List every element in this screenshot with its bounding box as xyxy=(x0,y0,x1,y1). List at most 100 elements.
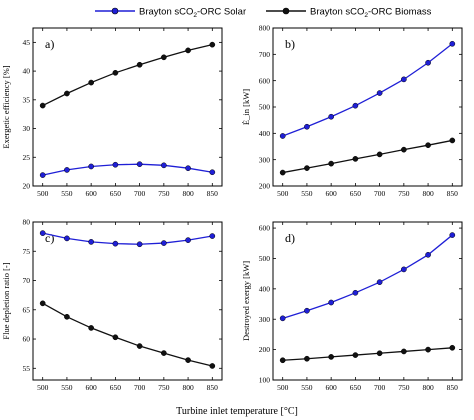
y-tick-label: 800 xyxy=(259,24,271,33)
legend-solar-label: Brayton sCO2-ORC Solar xyxy=(139,7,246,20)
data-point-biomass xyxy=(425,142,431,149)
data-point-biomass xyxy=(279,357,286,364)
y-axis-label: Flue depletion ratio [-] xyxy=(1,262,11,339)
x-tick-label: 550 xyxy=(301,189,313,198)
y-tick-label: 20 xyxy=(23,182,31,191)
data-point-solar xyxy=(185,165,191,172)
data-point-biomass xyxy=(209,41,216,48)
y-axis-label: Destroyed exergy [kW] xyxy=(241,261,251,341)
data-point-solar xyxy=(376,90,383,96)
y-tick-label: 60 xyxy=(23,335,31,344)
data-point-solar xyxy=(304,123,310,130)
data-point-solar xyxy=(425,251,431,258)
x-tick-label: 600 xyxy=(86,383,98,392)
data-point-biomass xyxy=(88,325,95,331)
y-tick-label: 700 xyxy=(259,50,271,59)
y-tick-label: 55 xyxy=(23,364,31,373)
x-tick-label: 750 xyxy=(398,189,410,198)
data-point-biomass xyxy=(160,54,167,61)
data-point-solar xyxy=(449,40,456,47)
data-point-biomass xyxy=(185,47,191,54)
data-point-solar xyxy=(279,133,286,139)
data-point-biomass xyxy=(209,363,216,369)
y-tick-label: 30 xyxy=(23,124,31,133)
data-point-biomass xyxy=(39,300,46,307)
y-tick-label: 40 xyxy=(23,67,31,76)
x-tick-label: 650 xyxy=(110,383,122,392)
data-point-solar xyxy=(352,289,359,296)
data-point-solar xyxy=(328,299,335,306)
data-point-solar xyxy=(425,59,431,66)
x-tick-label: 650 xyxy=(350,383,362,392)
y-tick-label: 70 xyxy=(23,276,31,285)
x-tick-label: 650 xyxy=(350,189,362,198)
data-point-solar xyxy=(328,113,335,120)
data-point-biomass xyxy=(304,165,310,171)
y-tick-label: 500 xyxy=(259,254,271,263)
y-tick-label: 500 xyxy=(259,103,271,112)
y-tick-label: 75 xyxy=(23,247,31,256)
x-tick-label: 800 xyxy=(422,383,434,392)
data-point-biomass xyxy=(39,102,46,109)
data-point-solar xyxy=(352,102,359,109)
panel-1: 500 550 600 650 700 750 800 850 20 25 30 35 40 45 a) Ex… xyxy=(1,27,223,198)
data-point-biomass xyxy=(376,350,383,357)
panel-letter: d) xyxy=(285,231,295,245)
x-tick-label: 800 xyxy=(182,383,194,392)
x-tick-label: 550 xyxy=(61,189,73,198)
y-tick-label: 200 xyxy=(259,182,271,191)
data-point-solar xyxy=(112,240,119,247)
series-line-solar xyxy=(42,232,213,245)
data-point-biomass xyxy=(328,160,335,167)
y-tick-label: 25 xyxy=(23,153,31,162)
x-tick-label: 850 xyxy=(207,189,219,198)
panel-letter: a) xyxy=(45,37,54,51)
data-point-solar xyxy=(279,315,286,322)
plot-frame xyxy=(272,27,463,187)
legend-biomass-label: Brayton sCO2-ORC Biomass xyxy=(310,7,432,20)
data-point-biomass xyxy=(352,156,359,162)
data-point-solar xyxy=(304,307,310,314)
series-line-biomass xyxy=(282,347,453,361)
x-tick-label: 600 xyxy=(326,383,338,392)
series-line-solar xyxy=(282,43,453,137)
x-tick-label: 850 xyxy=(447,383,459,392)
panel-letter: c) xyxy=(45,231,54,245)
data-point-solar xyxy=(64,167,70,173)
x-tick-label: 700 xyxy=(134,383,146,392)
x-tick-label: 750 xyxy=(398,383,410,392)
x-tick-label: 700 xyxy=(374,189,386,198)
x-tick-label: 550 xyxy=(301,383,313,392)
y-tick-label: 200 xyxy=(259,345,271,354)
legend-solar-marker xyxy=(111,7,119,15)
data-point-biomass xyxy=(400,348,407,355)
data-point-biomass xyxy=(400,146,407,153)
data-point-solar xyxy=(400,76,407,83)
data-point-solar xyxy=(185,237,191,243)
x-tick-label: 500 xyxy=(277,189,289,198)
series-line-biomass xyxy=(42,302,213,367)
y-tick-label: 80 xyxy=(23,218,31,227)
x-tick-label: 750 xyxy=(158,189,170,198)
data-point-solar xyxy=(112,161,119,168)
x-tick-label: 550 xyxy=(61,383,73,392)
x-axis-label: Turbine inlet temperature [°C] xyxy=(176,406,298,417)
data-point-solar xyxy=(160,240,167,246)
data-point-solar xyxy=(88,163,95,170)
data-point-biomass xyxy=(449,344,456,351)
data-point-biomass xyxy=(112,69,119,76)
data-point-biomass xyxy=(185,357,191,363)
data-point-solar xyxy=(449,232,456,238)
y-axis-label: Exergetic efficiency [%] xyxy=(1,65,11,148)
data-point-biomass xyxy=(328,354,335,360)
data-point-solar xyxy=(39,230,46,236)
x-tick-label: 850 xyxy=(207,383,219,392)
panel-3: 500 550 600 650 700 750 800 850 55 60 65 70 75 80 c) Fl… xyxy=(1,218,223,392)
data-point-biomass xyxy=(136,343,143,349)
data-point-solar xyxy=(209,169,216,176)
x-tick-label: 800 xyxy=(422,189,434,198)
x-tick-label: 500 xyxy=(37,189,49,198)
data-point-biomass xyxy=(279,169,286,176)
legend: Brayton sCO2-ORC Solar Brayton sCO2-ORC … xyxy=(95,7,432,20)
